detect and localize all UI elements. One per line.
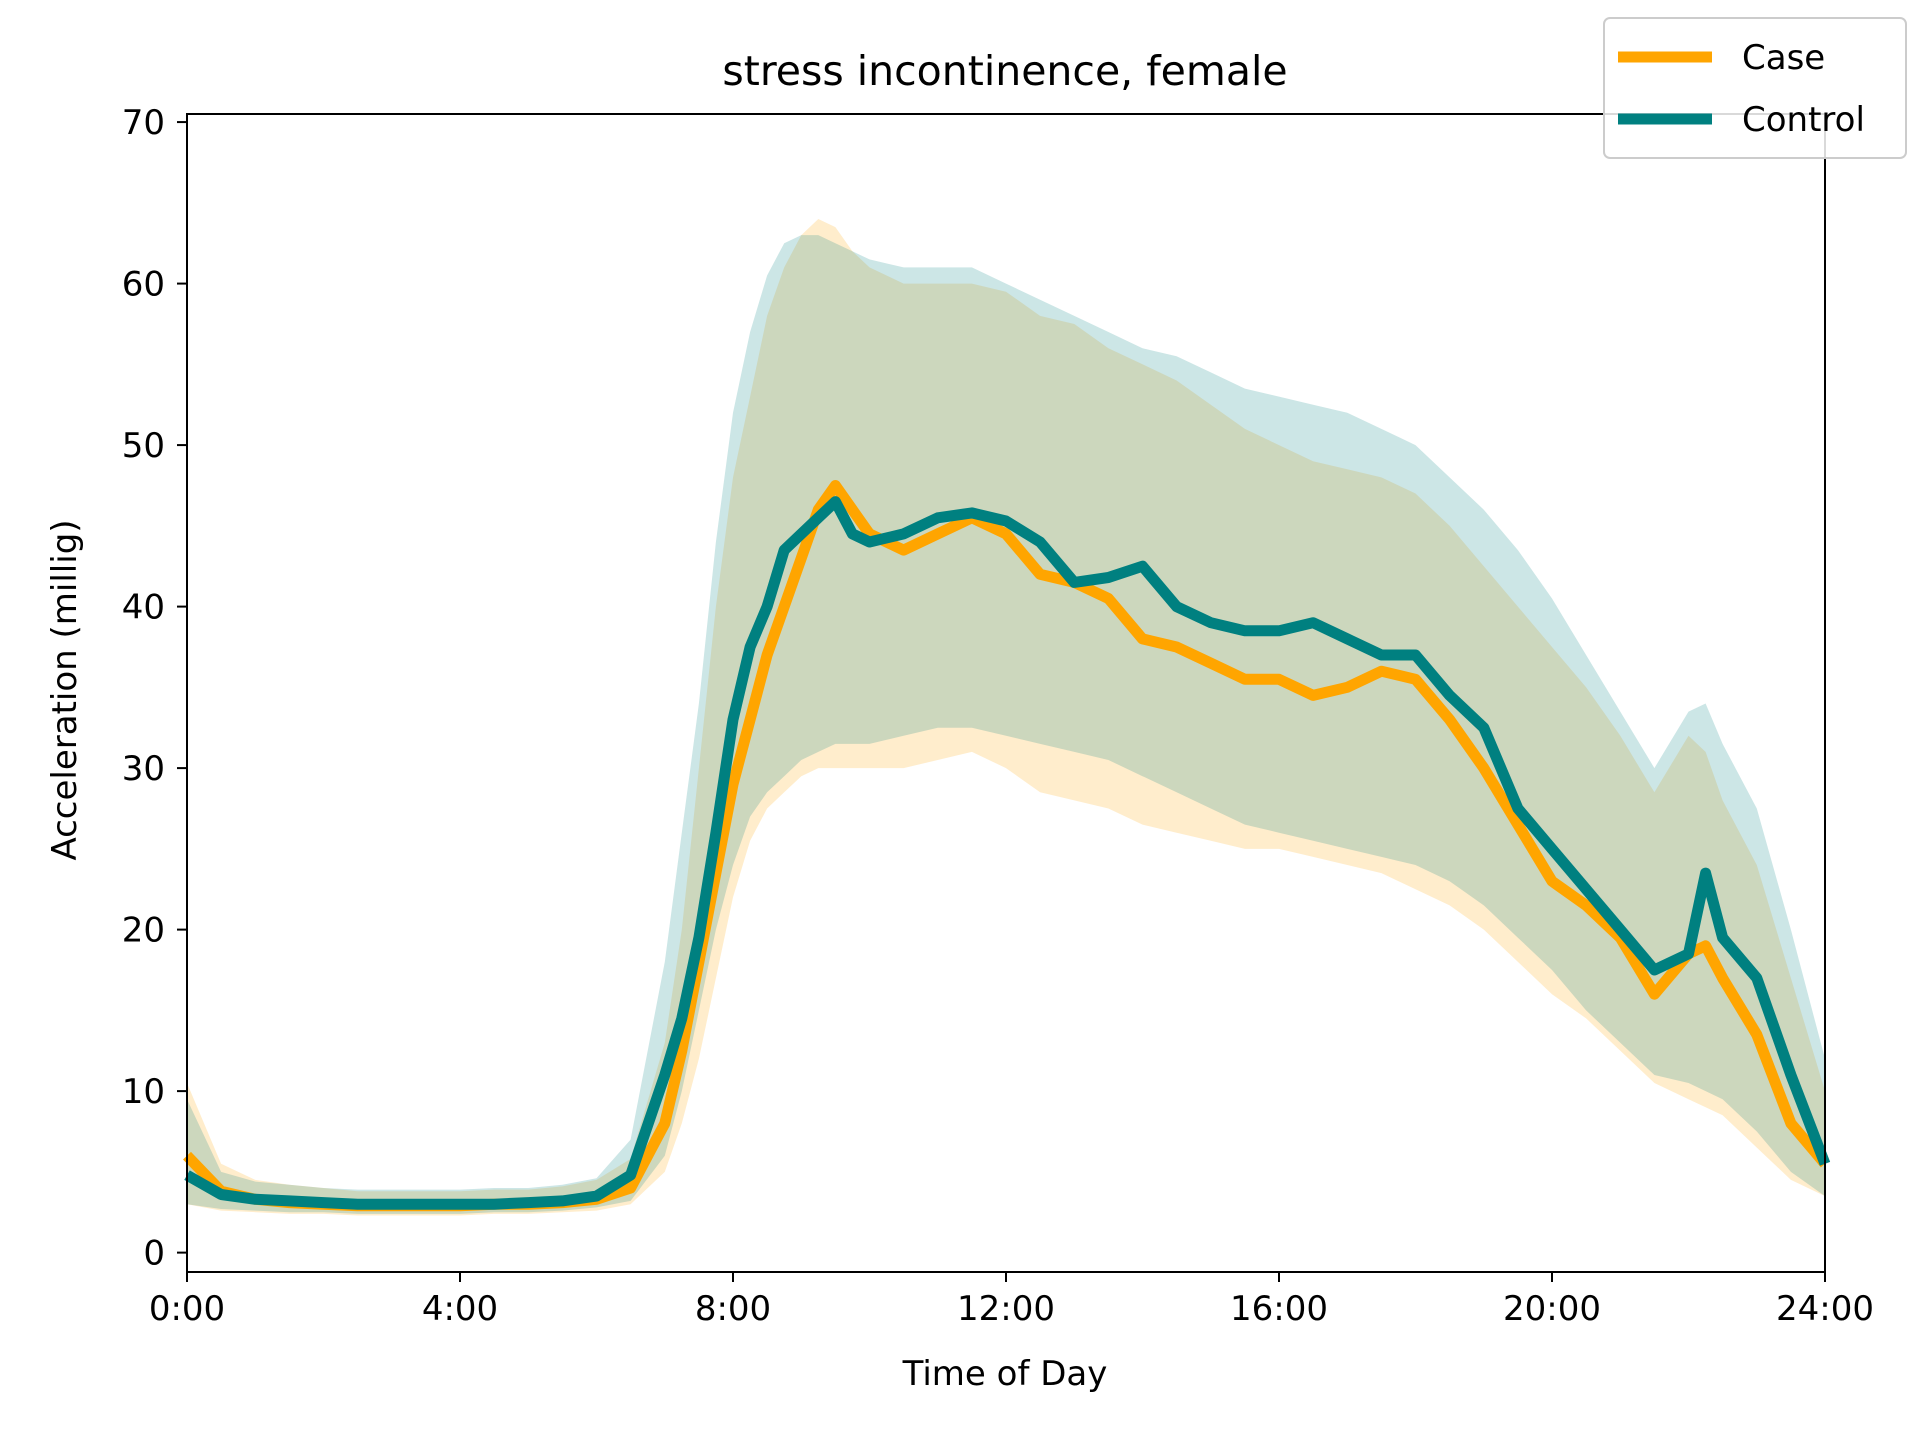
y-tick-label: 20 xyxy=(122,911,165,951)
x-axis: 0:00 4:00 8:00 12:00 16:00 20:00 24:00 xyxy=(149,1272,1874,1329)
y-tick-label: 10 xyxy=(122,1072,165,1112)
case-legend-label: Case xyxy=(1742,38,1825,78)
x-axis-label: Time of Day xyxy=(902,1354,1108,1394)
x-tick-label: 16:00 xyxy=(1230,1289,1328,1329)
legend: Case Control xyxy=(1603,17,1907,159)
x-tick-label: 24:00 xyxy=(1776,1289,1874,1329)
y-tick-label: 0 xyxy=(143,1234,165,1274)
chart-title: stress incontinence, female xyxy=(722,47,1287,95)
x-tick-label: 0:00 xyxy=(149,1289,225,1329)
x-tick-label: 20:00 xyxy=(1503,1289,1601,1329)
control-band xyxy=(187,235,1825,1214)
series-lines xyxy=(183,480,1831,1212)
x-tick-label: 4:00 xyxy=(422,1289,498,1329)
control-line xyxy=(184,496,1831,1210)
y-axis: 0 10 20 30 40 50 60 70 xyxy=(122,103,187,1274)
y-axis-label: Acceleration (millig) xyxy=(45,519,85,860)
confidence-bands xyxy=(187,219,1825,1216)
y-tick-label: 70 xyxy=(122,103,165,143)
control-legend-label: Control xyxy=(1742,100,1865,140)
x-tick-label: 8:00 xyxy=(695,1289,771,1329)
x-tick-label: 12:00 xyxy=(957,1289,1055,1329)
y-tick-label: 30 xyxy=(122,749,165,789)
y-tick-label: 40 xyxy=(122,588,165,628)
y-tick-label: 50 xyxy=(122,426,165,466)
case-band xyxy=(187,219,1825,1216)
y-tick-label: 60 xyxy=(122,265,165,305)
